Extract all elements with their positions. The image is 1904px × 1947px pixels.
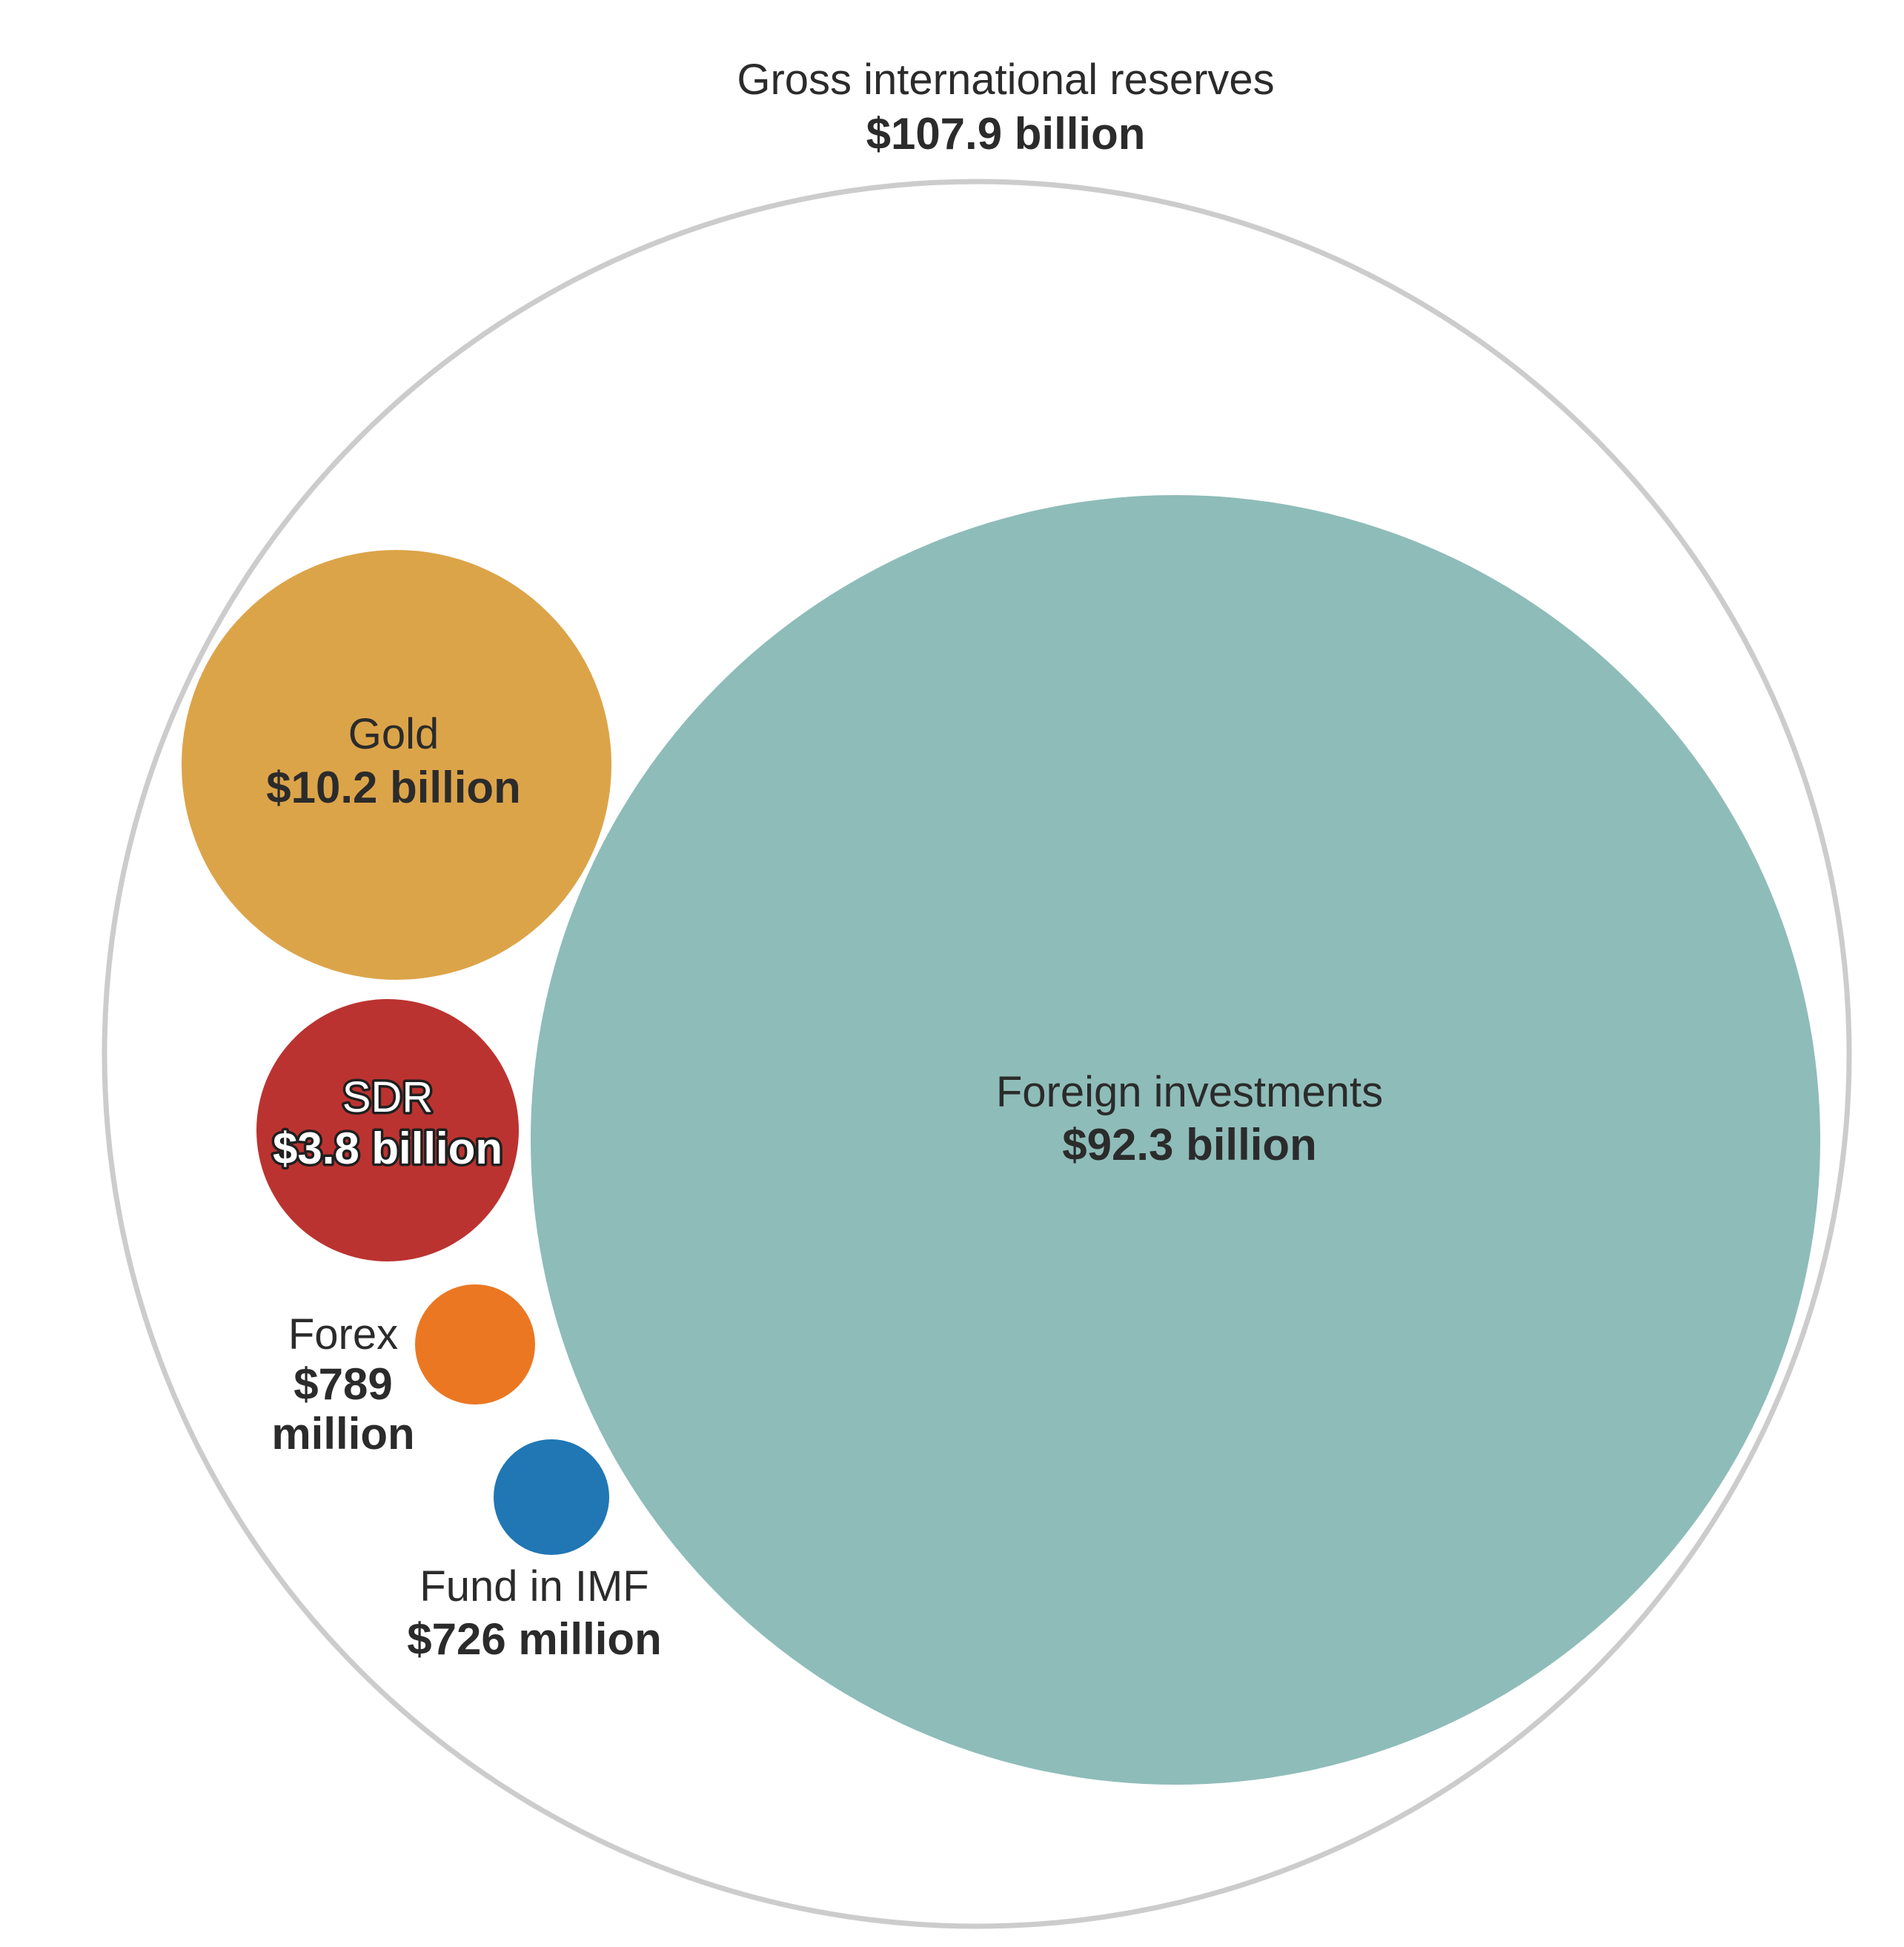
forex-value-line1: $789 — [293, 1359, 392, 1409]
total-value: $107.9 billion — [866, 109, 1146, 159]
gold-value: $10.2 billion — [266, 763, 520, 812]
total-label: Gross international reserves — [737, 56, 1274, 104]
fund-in-imf-bubble — [494, 1439, 609, 1555]
foreign-investments-value: $92.3 billion — [1062, 1120, 1316, 1170]
forex-bubble — [415, 1284, 535, 1404]
fund-in-imf-label: Fund in IMF — [419, 1562, 649, 1611]
sdr-value: $3.8 billion — [273, 1124, 502, 1173]
foreign-investments-label: Foreign investments — [996, 1068, 1383, 1116]
foreign-investments-bubble — [531, 495, 1820, 1785]
gold-label: Gold — [348, 710, 439, 758]
sdr-label: SDR — [342, 1073, 433, 1121]
forex-value-line2: million — [271, 1409, 414, 1459]
sdr-bubble — [256, 999, 519, 1261]
forex-label: Forex — [288, 1310, 398, 1359]
gold-bubble — [182, 550, 611, 980]
fund-in-imf-value: $726 million — [407, 1614, 661, 1664]
total-circle — [102, 179, 1852, 1929]
